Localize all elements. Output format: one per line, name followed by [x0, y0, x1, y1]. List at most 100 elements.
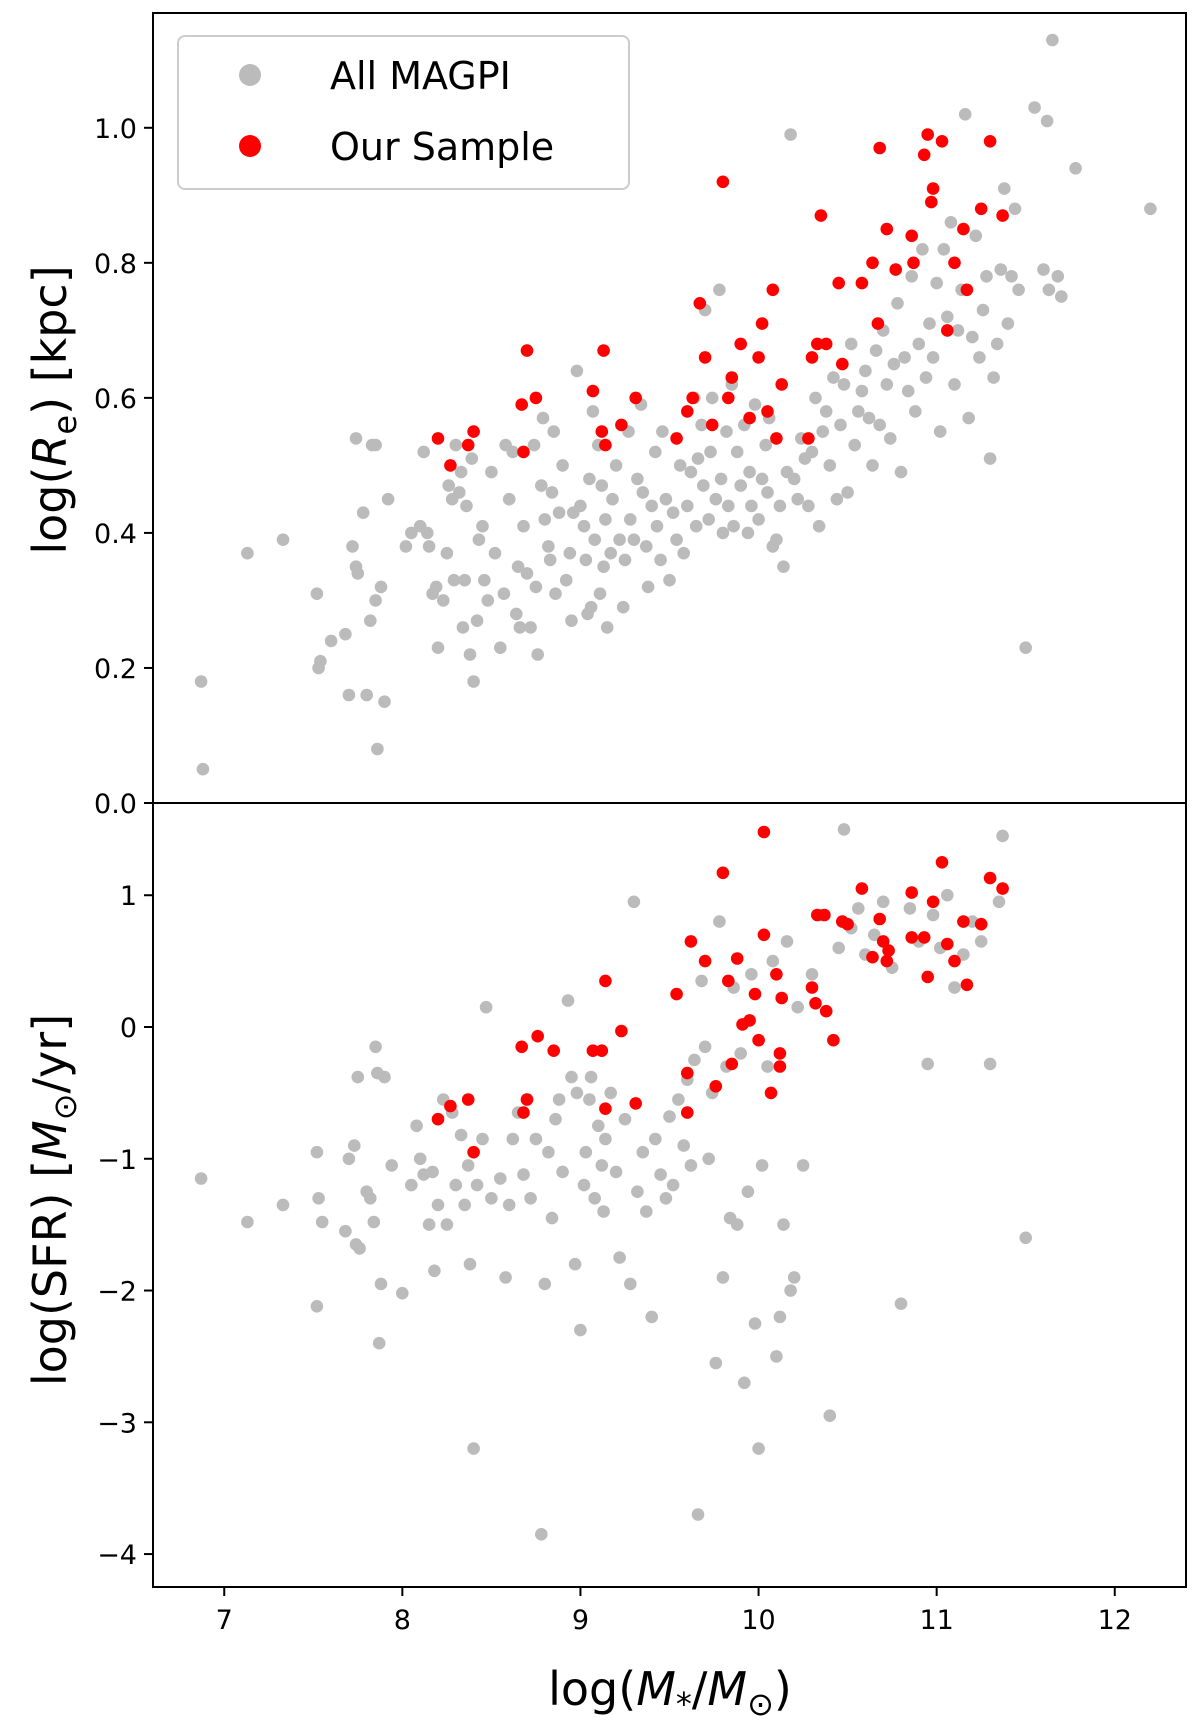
bottom-point-all-magpi-54 — [538, 1277, 552, 1291]
top-point-all-magpi-203 — [944, 216, 958, 229]
bottom-point-all-magpi-105 — [730, 1218, 744, 1231]
top-point-our-sample-32 — [805, 351, 819, 364]
top-point-all-magpi-134 — [713, 283, 726, 297]
bottom-point-all-magpi-140 — [941, 888, 954, 902]
top-point-our-sample-13 — [629, 391, 642, 405]
top-point-our-sample-0 — [431, 432, 445, 445]
bottom-point-our-sample-14 — [629, 1097, 642, 1110]
bottom-point-our-sample-36 — [805, 981, 819, 994]
top-point-our-sample-5 — [517, 445, 530, 459]
bottom-point-all-magpi-131 — [868, 928, 881, 942]
top-point-all-magpi-38 — [449, 438, 463, 452]
top-point-all-magpi-214 — [983, 452, 997, 465]
top-point-all-magpi-7 — [324, 634, 338, 648]
bottom-point-all-magpi-93 — [688, 1053, 701, 1067]
top-point-all-magpi-51 — [481, 594, 495, 607]
bottom-point-all-magpi-101 — [716, 1271, 730, 1284]
top-y-tick-label-0: 0.0 — [94, 789, 137, 820]
bottom-point-our-sample-6 — [520, 1093, 534, 1106]
top-point-all-magpi-191 — [901, 384, 915, 398]
bottom-point-all-magpi-14 — [364, 1192, 377, 1205]
bottom-point-all-magpi-113 — [761, 1060, 774, 1073]
top-point-all-magpi-28 — [421, 526, 434, 540]
top-point-all-magpi-9 — [342, 688, 356, 702]
bottom-point-all-magpi-85 — [654, 1168, 667, 1181]
bottom-point-all-magpi-121 — [791, 1000, 804, 1014]
bottom-point-all-magpi-114 — [766, 954, 780, 968]
top-point-our-sample-49 — [926, 182, 940, 195]
bottom-point-all-magpi-134 — [894, 1297, 908, 1310]
top-point-all-magpi-60 — [511, 560, 525, 573]
bottom-point-our-sample-48 — [880, 954, 894, 968]
bottom-point-all-magpi-117 — [777, 1218, 790, 1231]
top-point-all-magpi-227 — [1042, 283, 1056, 297]
top-point-all-magpi-40 — [454, 465, 468, 479]
top-point-all-magpi-0 — [194, 675, 208, 688]
bottom-y-tick-label-4: 0 — [120, 1013, 137, 1044]
top-point-all-magpi-12 — [351, 567, 365, 580]
bottom-point-our-sample-62 — [996, 882, 1009, 895]
bottom-point-all-magpi-120 — [787, 1271, 801, 1284]
top-point-all-magpi-123 — [684, 465, 698, 479]
bottom-point-our-sample-53 — [921, 970, 934, 984]
bottom-point-all-magpi-36 — [458, 1198, 472, 1212]
top-point-all-magpi-210 — [969, 229, 983, 243]
top-point-all-magpi-115 — [656, 425, 669, 438]
top-point-all-magpi-39 — [453, 486, 466, 499]
top-point-all-magpi-113 — [650, 519, 664, 533]
bottom-point-our-sample-24 — [730, 952, 744, 965]
top-point-all-magpi-196 — [919, 371, 933, 384]
top-point-all-magpi-117 — [663, 573, 676, 587]
bottom-point-our-sample-10 — [595, 1044, 609, 1057]
bottom-point-all-magpi-137 — [921, 1057, 934, 1071]
bottom-point-our-sample-29 — [757, 928, 771, 942]
top-point-all-magpi-126 — [691, 452, 705, 465]
bottom-point-our-sample-21 — [716, 866, 730, 880]
bottom-point-our-sample-55 — [935, 856, 949, 869]
top-point-our-sample-52 — [948, 256, 961, 270]
bottom-point-our-sample-49 — [882, 944, 895, 957]
bottom-point-all-magpi-79 — [627, 895, 641, 909]
bottom-point-all-magpi-55 — [542, 1145, 555, 1159]
top-point-all-magpi-29 — [422, 540, 436, 553]
bottom-point-our-sample-17 — [681, 1106, 694, 1119]
top-point-all-magpi-182 — [869, 344, 883, 357]
top-point-all-magpi-35 — [442, 479, 456, 492]
bottom-point-our-sample-28 — [752, 1033, 765, 1047]
bottom-point-our-sample-54 — [926, 895, 940, 909]
top-point-our-sample-39 — [866, 256, 879, 270]
top-point-all-magpi-68 — [535, 479, 548, 492]
top-point-all-magpi-231 — [1069, 162, 1082, 175]
top-point-all-magpi-224 — [1028, 101, 1041, 114]
bottom-point-our-sample-43 — [841, 917, 854, 931]
top-y-axis-label: log(Re) [kpc] — [23, 265, 84, 554]
legend-label-our-sample: Our Sample — [330, 125, 554, 169]
bottom-point-all-magpi-32 — [440, 1218, 454, 1231]
top-point-our-sample-27 — [761, 405, 774, 418]
bottom-point-all-magpi-42 — [479, 1000, 493, 1014]
top-point-all-magpi-112 — [649, 445, 662, 459]
bottom-point-all-magpi-146 — [992, 895, 1006, 909]
top-point-all-magpi-18 — [371, 742, 384, 756]
top-point-all-magpi-14 — [360, 688, 374, 702]
top-point-all-magpi-63 — [520, 567, 534, 580]
bottom-point-all-magpi-123 — [805, 968, 819, 981]
bottom-point-all-magpi-69 — [588, 1192, 601, 1205]
top-point-all-magpi-219 — [1001, 317, 1015, 330]
bottom-point-all-magpi-24 — [410, 1119, 423, 1133]
top-point-all-magpi-194 — [912, 337, 926, 351]
bottom-point-all-magpi-11 — [351, 1070, 365, 1084]
top-point-all-magpi-46 — [467, 675, 480, 688]
top-point-all-magpi-120 — [673, 459, 687, 472]
top-point-all-magpi-189 — [894, 465, 908, 479]
top-point-all-magpi-217 — [994, 263, 1008, 276]
top-point-all-magpi-57 — [502, 492, 516, 506]
bottom-point-our-sample-34 — [773, 1060, 787, 1073]
top-point-all-magpi-192 — [905, 270, 918, 283]
top-point-all-magpi-181 — [866, 459, 879, 472]
top-point-all-magpi-53 — [488, 546, 502, 560]
bottom-point-all-magpi-18 — [372, 1336, 386, 1350]
top-point-our-sample-23 — [734, 337, 747, 351]
bottom-point-all-magpi-46 — [502, 1198, 516, 1212]
bottom-point-all-magpi-148 — [1019, 1231, 1032, 1245]
